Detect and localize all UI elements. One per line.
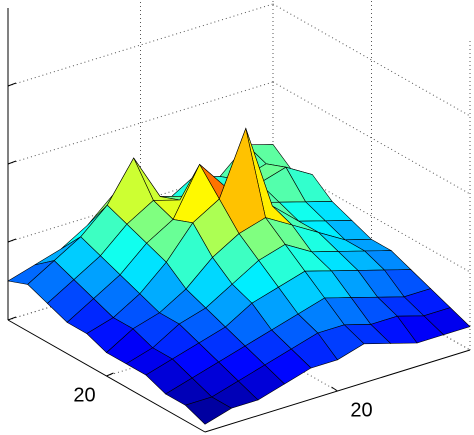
- z-tick: [7, 160, 17, 165]
- z-tick: [7, 316, 17, 321]
- x-tick: [106, 372, 114, 377]
- y-tick-label: 20: [350, 399, 372, 421]
- surface-patch: [184, 396, 233, 425]
- y-tick: [331, 386, 338, 392]
- grid-line: [272, 159, 471, 273]
- grid-line: [140, 278, 338, 392]
- z-tick: [7, 238, 17, 243]
- z-tick: [7, 82, 17, 87]
- grid-line: [272, 81, 471, 195]
- x-tick-label: 20: [73, 384, 95, 406]
- grid-line: [7, 3, 274, 87]
- grid-line: [272, 3, 471, 117]
